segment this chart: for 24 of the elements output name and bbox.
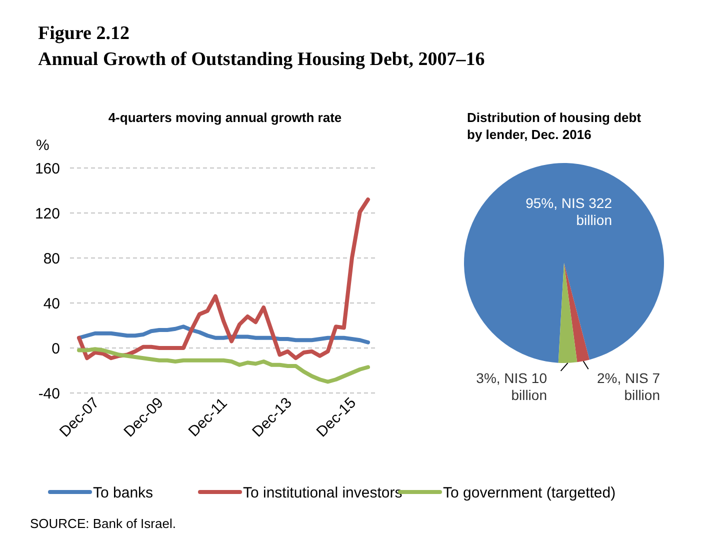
- y-tick-label: -40: [38, 385, 60, 402]
- chart-title: Distribution of housing debt by lender, Dec. 2016: [467, 110, 642, 142]
- legend-label: To government (targetted): [443, 484, 616, 502]
- line-series: [77, 198, 370, 360]
- legend-label: To institutional investors: [243, 484, 402, 502]
- legend-label: To banks: [93, 484, 154, 502]
- y-axis-title: %: [36, 137, 50, 154]
- y-tick-label: 0: [52, 340, 60, 358]
- text: Annual Growth of Outstanding Housing Debt, 2007–16: [38, 49, 485, 70]
- pie-slice: [464, 163, 664, 363]
- caption: Figure 2.12: [38, 23, 130, 44]
- data-label: 95%, NIS 322 billion: [526, 195, 612, 228]
- y-tick-label: 40: [43, 295, 60, 312]
- pie-slice: [564, 263, 590, 362]
- y-tick-label: 80: [43, 250, 60, 268]
- line-series: [77, 347, 370, 384]
- y-tick-label: 120: [34, 205, 60, 222]
- data-label: 3%, NIS 10 billion: [476, 370, 548, 403]
- data-label: 2%, NIS 7 billion: [596, 370, 660, 403]
- y-tick-label: 160: [34, 160, 60, 178]
- source-note: SOURCE: Bank of Israel.: [30, 516, 176, 531]
- chart-title: 4-quarters moving annual growth rate: [108, 110, 342, 125]
- pie-slice: [558, 263, 578, 363]
- line-series: [77, 324, 370, 344]
